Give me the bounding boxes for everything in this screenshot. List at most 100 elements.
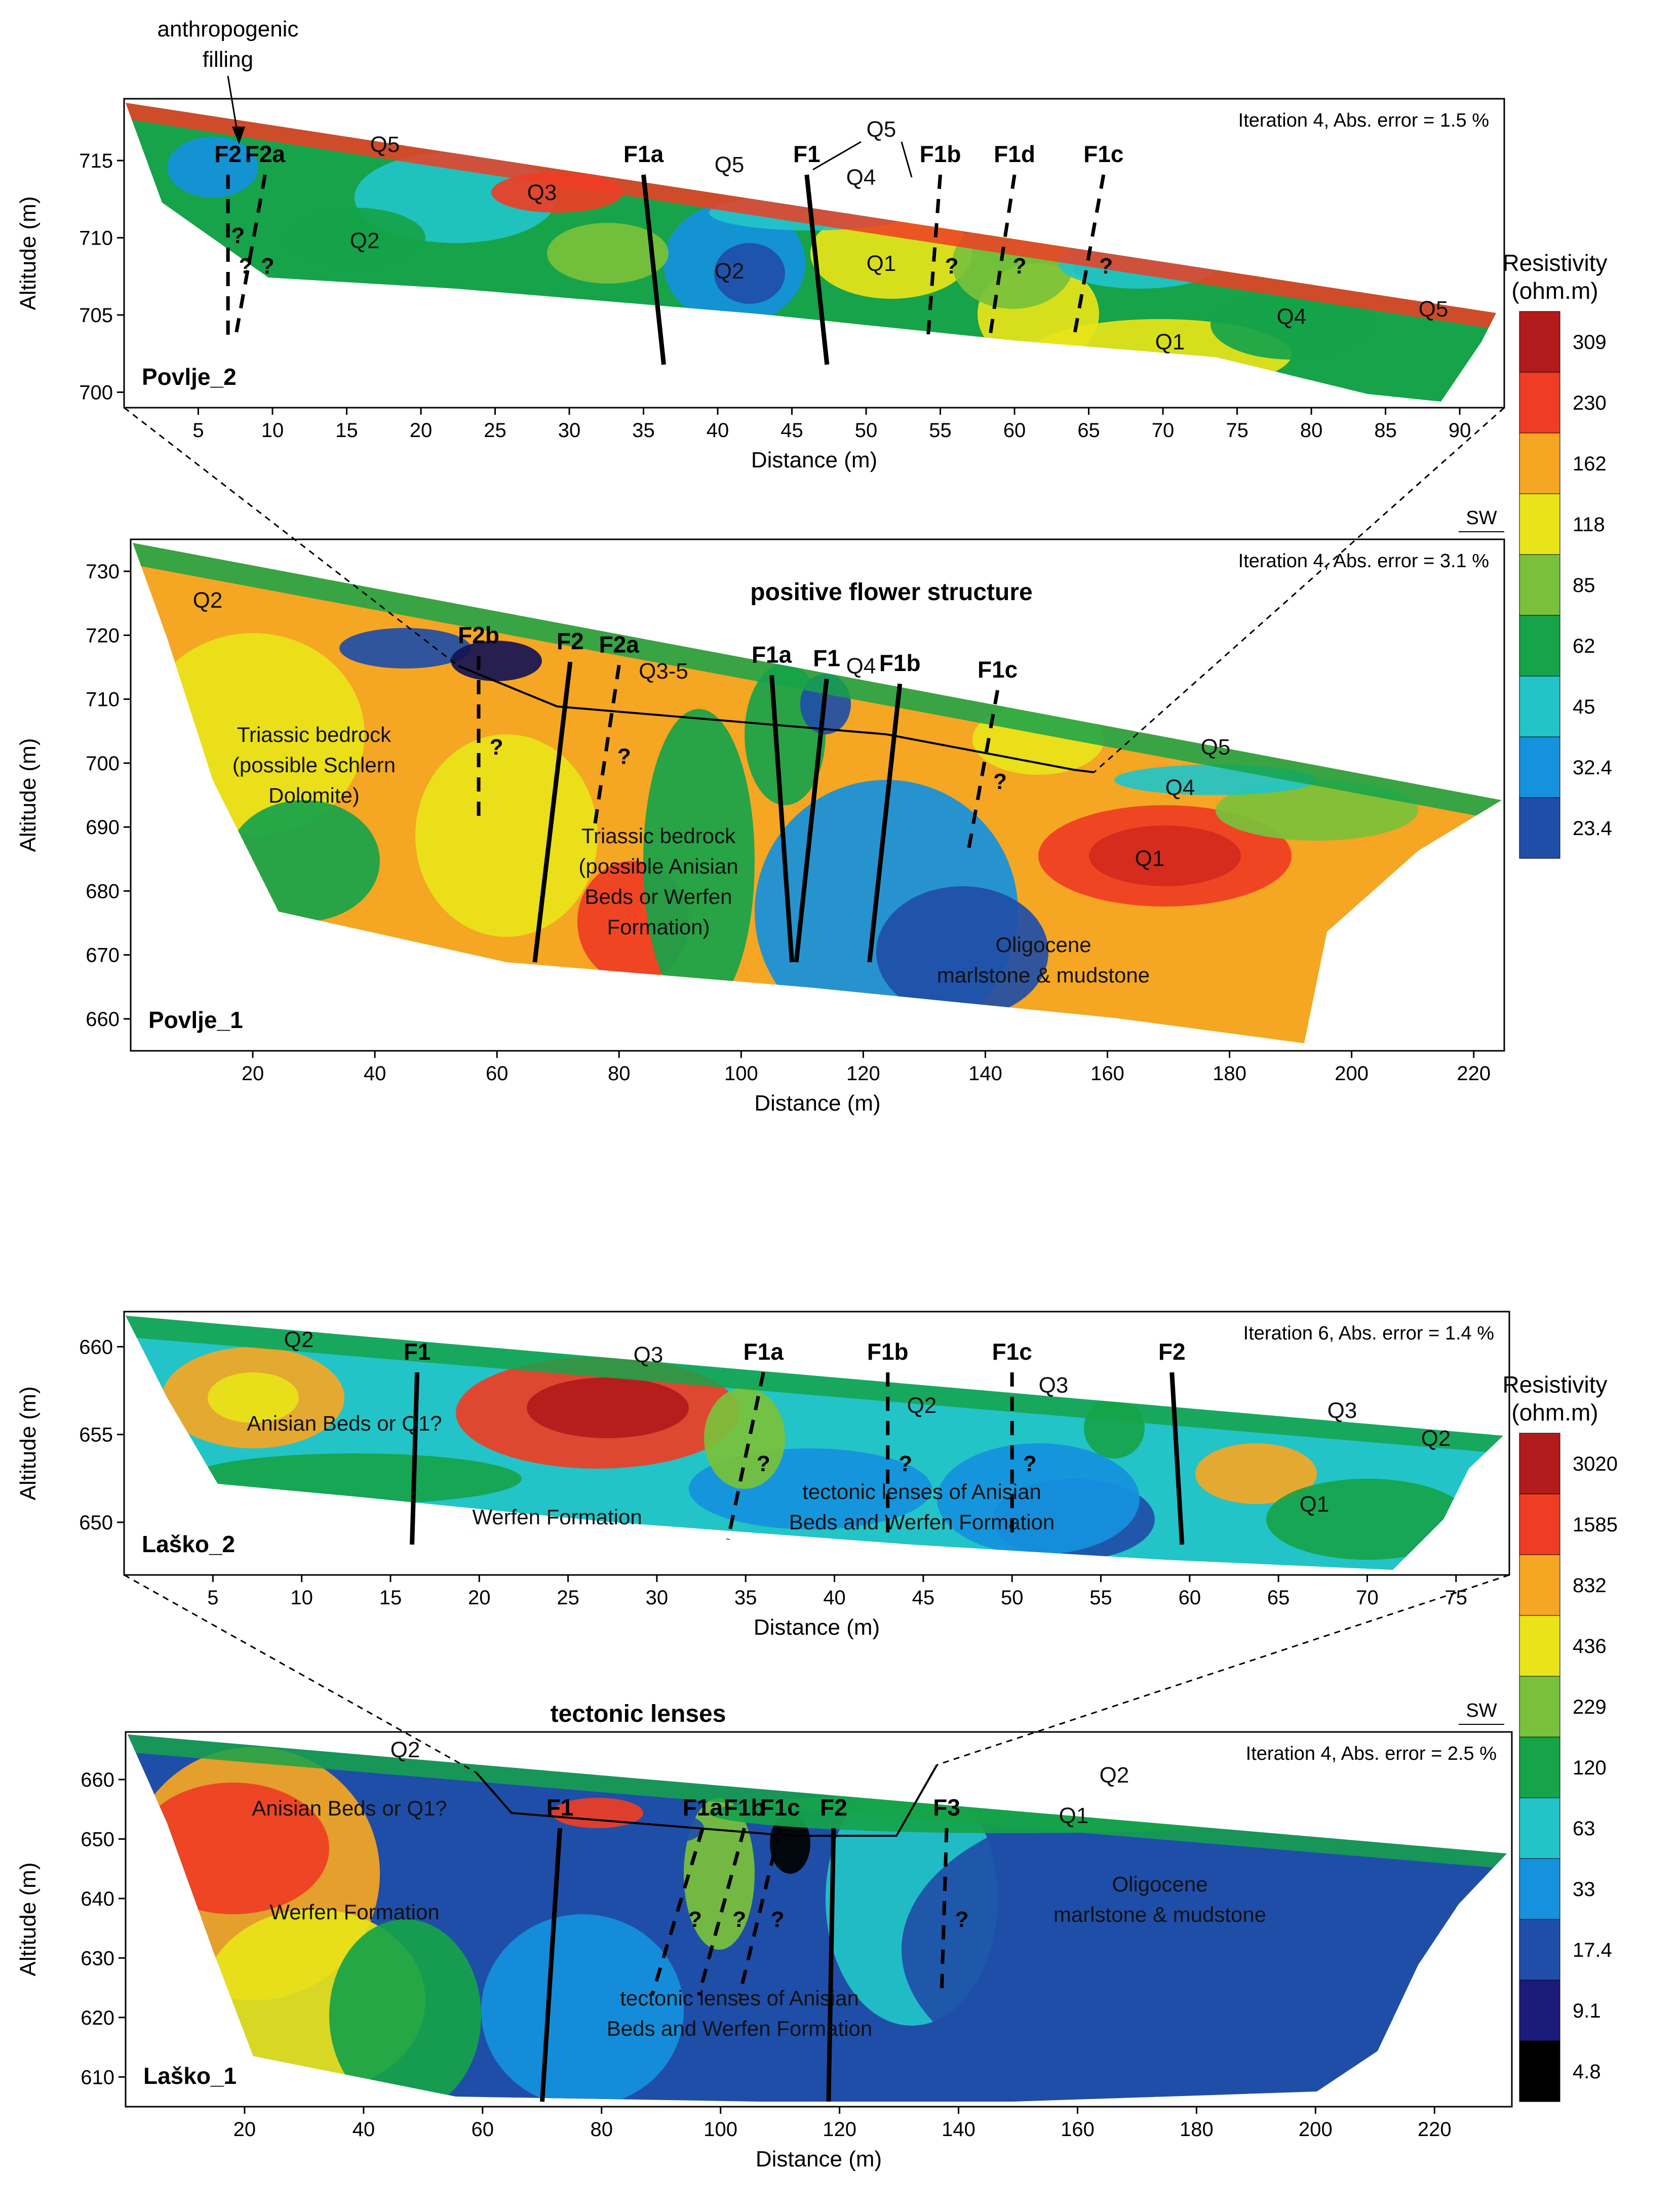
legend-value: 1585 xyxy=(1573,1514,1618,1536)
fault-line-f1c xyxy=(737,1828,782,1996)
y-tick-label: 680 xyxy=(86,880,120,902)
x-axis-title: Distance (m) xyxy=(754,1615,880,1640)
fault-line-f2a xyxy=(592,664,621,833)
x-tick-label: 10 xyxy=(261,419,284,442)
unit-label-q2: Q2 xyxy=(1100,1763,1129,1788)
unit-label-q1: Q1 xyxy=(1300,1492,1330,1517)
resistivity-anomaly xyxy=(643,709,755,1013)
y-tick-label: 660 xyxy=(81,1769,114,1791)
x-axis-title: Distance (m) xyxy=(751,448,877,472)
x-tick-label: 20 xyxy=(410,419,433,442)
uncertain-mark: ? xyxy=(1013,254,1027,279)
fault-label-f1b: F1b xyxy=(879,650,921,676)
formations-lasko2: Anisian Beds or Q1? Werfen Formation tecto… xyxy=(247,1411,1054,1534)
legend-swatch xyxy=(1519,311,1560,373)
unit-label-q5: Q5 xyxy=(1201,735,1231,760)
x-tick-label: 140 xyxy=(942,2118,975,2141)
x-tick-label: 35 xyxy=(734,1587,757,1609)
unit-label-q4: Q4 xyxy=(846,165,876,190)
x-tick-label: 10 xyxy=(290,1587,313,1609)
direction-label: SW xyxy=(1466,507,1497,529)
formation-label: (possible Anisian xyxy=(578,854,738,878)
unit-labels-lako2: Q2 Q3 Q2 Q3 Q3 Q2 Q1 xyxy=(284,1327,1451,1517)
fault-label-f1c: F1c xyxy=(760,1794,800,1821)
y-tick-label: 670 xyxy=(86,944,120,967)
x-tick-label: 45 xyxy=(912,1587,935,1609)
unit-label-q4: Q4 xyxy=(1277,304,1307,329)
y-tick-label: 630 xyxy=(81,1947,114,1969)
resistivity-anomaly xyxy=(339,628,471,668)
y-tick-label: 720 xyxy=(86,624,120,647)
x-tick-label: 80 xyxy=(590,2118,613,2141)
x-tick-label: 60 xyxy=(486,1062,509,1085)
panel-name: Povlje_2 xyxy=(142,364,237,390)
resistivity-anomaly xyxy=(329,1919,481,2102)
legend-swatch xyxy=(1519,736,1560,798)
legend-swatch xyxy=(1519,1493,1560,1555)
y-tick-label: 620 xyxy=(81,2007,114,2029)
direction-label: SW xyxy=(1466,1700,1497,1721)
formation-label: Oligocene xyxy=(995,933,1091,957)
resistivity-anomaly xyxy=(527,1377,689,1438)
plot-frame xyxy=(125,1731,1513,2108)
axes-lako2: 5 10 15 20 25 30 35 40 45 50 55 60 65 70 75650655660Di… xyxy=(16,1311,1510,1640)
fault-line-f1 xyxy=(794,679,829,963)
legend-unit: (ohm.m) xyxy=(1511,1399,1598,1426)
formation-label: Werfen Formation xyxy=(472,1505,642,1529)
x-tick-label: 50 xyxy=(855,419,878,442)
faults-lako2: F1 F1a? F1b? F1c? F2 xyxy=(404,1338,1186,1545)
x-tick-label: 60 xyxy=(1179,1587,1201,1609)
faults-povlje2: F2? F2a? F1a F1 F1b? F1d? F1c? xyxy=(214,141,1124,365)
unit-label-q3: Q3 xyxy=(527,180,557,205)
section-lako2-resistivity xyxy=(126,1316,1503,1570)
y-tick-label: 650 xyxy=(81,1828,114,1850)
faults-lako1: F1 F1a?F1b?F1c?F2 F3? xyxy=(540,1794,969,2102)
legend-swatch xyxy=(1519,1615,1560,1677)
formation-label: marlstone & mudstone xyxy=(1053,1903,1266,1926)
fault-label-f2a: F2a xyxy=(599,631,640,657)
callout-arrow-left xyxy=(812,141,862,171)
plot-frame xyxy=(130,538,1505,1052)
fault-line-f1a xyxy=(769,675,795,963)
legend-swatch xyxy=(1519,1858,1560,1920)
fault-label-f2a: F2a xyxy=(245,141,286,167)
x-tick-label: 220 xyxy=(1457,1062,1491,1085)
x-tick-label: 60 xyxy=(1003,419,1026,442)
x-tick-label: 80 xyxy=(608,1062,631,1085)
fault-line-f1a xyxy=(641,174,667,365)
fault-label-f1d: F1d xyxy=(994,141,1035,167)
y-tick-label: 660 xyxy=(86,1008,120,1031)
formation-label: marlstone & mudstone xyxy=(937,963,1150,987)
fault-line-f1b xyxy=(867,683,903,963)
x-tick-label: 200 xyxy=(1299,2118,1333,2141)
uncertain-mark: ? xyxy=(771,1907,785,1932)
fault-line-f1b xyxy=(697,1828,747,1996)
uncertain-mark: ? xyxy=(617,744,631,769)
x-tick-label: 70 xyxy=(1152,419,1175,442)
x-tick-label: 80 xyxy=(1300,419,1323,442)
formation-label: tectonic lenses of Anisian xyxy=(802,1480,1041,1504)
legend-value: 229 xyxy=(1573,1696,1607,1718)
surface-layer xyxy=(133,543,1502,820)
uncertain-mark: ? xyxy=(945,254,959,279)
unit-label-q2: Q2 xyxy=(907,1393,937,1418)
y-tick-label: 655 xyxy=(79,1424,113,1446)
x-tick-label: 40 xyxy=(707,419,729,442)
x-tick-label: 40 xyxy=(364,1062,386,1085)
resistivity-anomaly xyxy=(1266,1479,1469,1560)
x-tick-label: 40 xyxy=(823,1587,846,1609)
legend-value: 436 xyxy=(1573,1635,1607,1658)
fault-line-f1 xyxy=(804,174,830,365)
legend-value: 85 xyxy=(1573,574,1595,597)
resistivity-anomaly xyxy=(167,137,258,198)
legend-swatch xyxy=(1519,1737,1560,1798)
iteration-label: Iteration 4, Abs. error = 2.5 % xyxy=(1246,1743,1497,1764)
legend-title: Resistivity xyxy=(1502,250,1607,276)
fault-line-f2 xyxy=(826,1828,836,2102)
annotation-arrowhead xyxy=(232,127,245,144)
unit-label-q2: Q2 xyxy=(390,1738,420,1762)
fault-label-f1b: F1b xyxy=(724,1794,765,1821)
panel-name: Laško_2 xyxy=(142,1531,235,1557)
legend-swatch xyxy=(1519,615,1560,677)
